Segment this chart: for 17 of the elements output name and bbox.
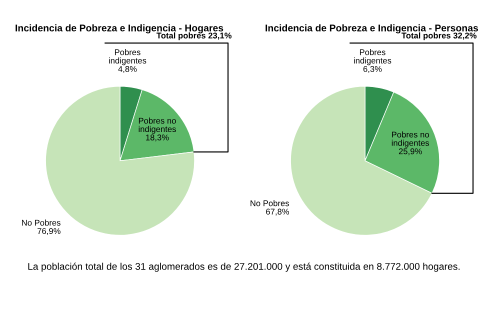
slice-label: No Pobres xyxy=(250,200,290,206)
text: Total pobres 23,1% xyxy=(156,32,232,40)
chart-title: Incidencia de Pobreza e Indigencia - Personas xyxy=(266,24,478,34)
data-label: 76,9% xyxy=(38,228,60,236)
data-label: 67,8% xyxy=(266,208,290,216)
slice-label: Pobres no indigentes xyxy=(392,131,430,148)
slice-label: Pobres indigentes xyxy=(109,49,146,66)
slice-label: Pobres no indigentes xyxy=(138,118,176,134)
chart-title: Incidencia de Pobreza e Indigencia - Hogares xyxy=(16,24,224,34)
slice-label: No Pobres xyxy=(22,220,60,226)
text: La población total de los 31 aglomerados es de 27.201.000 y está constituida en 8.772.000 hogares. xyxy=(28,262,460,272)
data-label: 25,9% xyxy=(398,148,422,156)
data-label: 4,8% xyxy=(118,66,137,73)
text: Total pobres 32,2% xyxy=(402,32,477,40)
slice-label: Pobres indigentes xyxy=(354,49,392,66)
data-label: 18,3% xyxy=(146,134,169,142)
data-label: 6,3% xyxy=(363,66,382,73)
